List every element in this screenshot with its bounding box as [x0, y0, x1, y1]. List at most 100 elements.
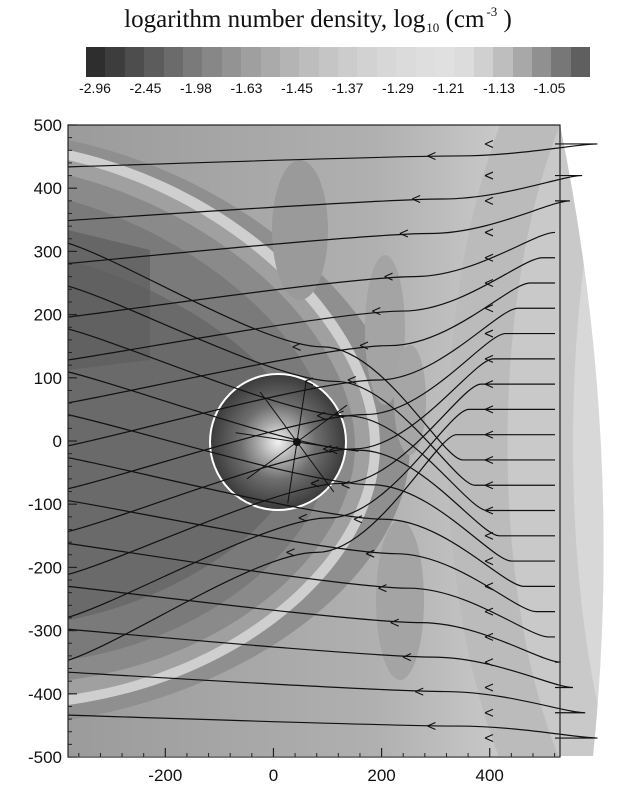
radial-line: [296, 404, 348, 443]
radial-line: [296, 441, 335, 493]
streamline: [67, 371, 555, 537]
streamline: [67, 143, 598, 168]
colorbar-segment: [202, 47, 222, 77]
streamline-arrow: [329, 446, 338, 455]
streamline-arrow: [384, 272, 393, 281]
colorbar-segment: [531, 47, 552, 77]
streamlines: [67, 139, 598, 743]
streamline-arrow: [484, 430, 494, 439]
y-tick-label: -300: [28, 622, 62, 641]
colorbar-segment: [376, 47, 397, 77]
colorbar-label: -1.29: [382, 80, 414, 96]
colorbar-segment: [279, 47, 300, 77]
streamline-arrow: [292, 342, 301, 351]
streamline: [67, 282, 555, 404]
streamline: [67, 585, 561, 663]
title-superscript: -3: [486, 4, 498, 19]
streamline-arrow: [399, 229, 409, 238]
colorbar-segment: [435, 47, 455, 77]
streamline-arrow: [484, 196, 494, 205]
streamline: [67, 242, 555, 461]
colorbar: [86, 47, 591, 77]
colorbar-segment: [299, 47, 319, 77]
radial-line: [235, 432, 298, 443]
streamline: [67, 231, 555, 318]
streamline: [67, 434, 555, 661]
colorbar-label: -2.45: [129, 80, 162, 96]
y-tick-label: 400: [34, 179, 62, 198]
streamline-arrow: [414, 687, 424, 696]
streamline-arrow: [402, 653, 412, 662]
radial-line: [296, 441, 359, 452]
streamline-arrow: [298, 513, 307, 522]
colorbar-segment: [396, 47, 416, 77]
streamline: [67, 408, 555, 618]
y-tick-label: 300: [34, 242, 62, 261]
streamline: [67, 332, 555, 490]
streamline-arrow: [411, 195, 421, 204]
streamline-arrow: [427, 151, 436, 160]
colorbar-segment: [512, 47, 532, 77]
colorbar-segment: [241, 47, 261, 77]
streamline-arrow: [484, 405, 494, 414]
streamline: [67, 671, 586, 714]
y-tick-label: 100: [34, 369, 62, 388]
center-dot: [293, 438, 301, 446]
colorbar-label: -1.05: [533, 80, 566, 96]
streamline-arrow: [427, 722, 436, 731]
y-tick-label: -200: [28, 558, 62, 577]
streamline-arrow: [484, 708, 494, 717]
streamline-arrow: [484, 531, 494, 540]
colorbar-label: -1.63: [230, 80, 263, 96]
radial-line: [259, 391, 298, 443]
streamline-arrow: [347, 376, 357, 385]
streamline-arrow: [316, 411, 326, 420]
radial-field-lines: [235, 380, 359, 504]
streamline: [67, 200, 570, 265]
y-tick-label: 500: [34, 116, 62, 135]
colorbar-segment: [124, 47, 145, 77]
obstacle-boundary: [209, 373, 347, 511]
streamline-arrow: [484, 734, 494, 743]
x-tick-label: 400: [476, 766, 504, 785]
y-tick-label: -400: [28, 685, 62, 704]
colorbar-labels: -2.96 -2.45 -1.98 -1.63 -1.45 -1.37 -1.29 -1.21…: [0, 80, 636, 98]
streamline-arrow: [286, 548, 295, 557]
colorbar-label: -1.13: [483, 80, 515, 96]
title-unit-open: (cm: [445, 6, 485, 33]
streamline-arrow: [484, 228, 494, 237]
streamline-arrow: [484, 304, 494, 313]
streamline: [67, 285, 555, 486]
streamline-arrow: [484, 380, 494, 389]
y-tick-label: 0: [53, 432, 62, 451]
streamline-arrow: [365, 549, 375, 558]
colorbar-segment: [357, 47, 377, 77]
colorbar-label: -1.98: [180, 80, 212, 96]
streamline-arrow: [484, 632, 494, 641]
y-tick-label: -500: [28, 748, 62, 767]
colorbar-segment: [415, 47, 436, 77]
x-tick-label: 200: [367, 766, 395, 785]
colorbar-label: -1.21: [432, 80, 465, 96]
colorbar-segment: [221, 47, 242, 77]
colorbar-segment: [338, 47, 358, 77]
chart-title: logarithm number density, log10 (cm -3 ): [0, 4, 636, 36]
title-subscript: 10: [426, 20, 440, 35]
colorbar-segment: [551, 47, 571, 77]
streamline-arrow: [341, 480, 350, 489]
streamline-arrow: [484, 171, 494, 180]
streamline-arrow: [484, 506, 494, 515]
colorbar-segment: [86, 47, 106, 77]
colorbar-segment: [105, 47, 125, 77]
streamline: [67, 414, 555, 562]
streamline-arrow: [310, 479, 320, 488]
streamline: [67, 628, 573, 689]
streamline: [67, 499, 555, 613]
streamline-arrow: [372, 307, 381, 316]
colorbar-label: -2.96: [79, 80, 111, 96]
colorbar-segment: [260, 47, 280, 77]
streamline-arrow: [484, 278, 494, 288]
streamline-arrow: [484, 455, 494, 464]
title-unit-close: ): [503, 6, 512, 33]
colorbar-label: -1.37: [331, 80, 364, 96]
